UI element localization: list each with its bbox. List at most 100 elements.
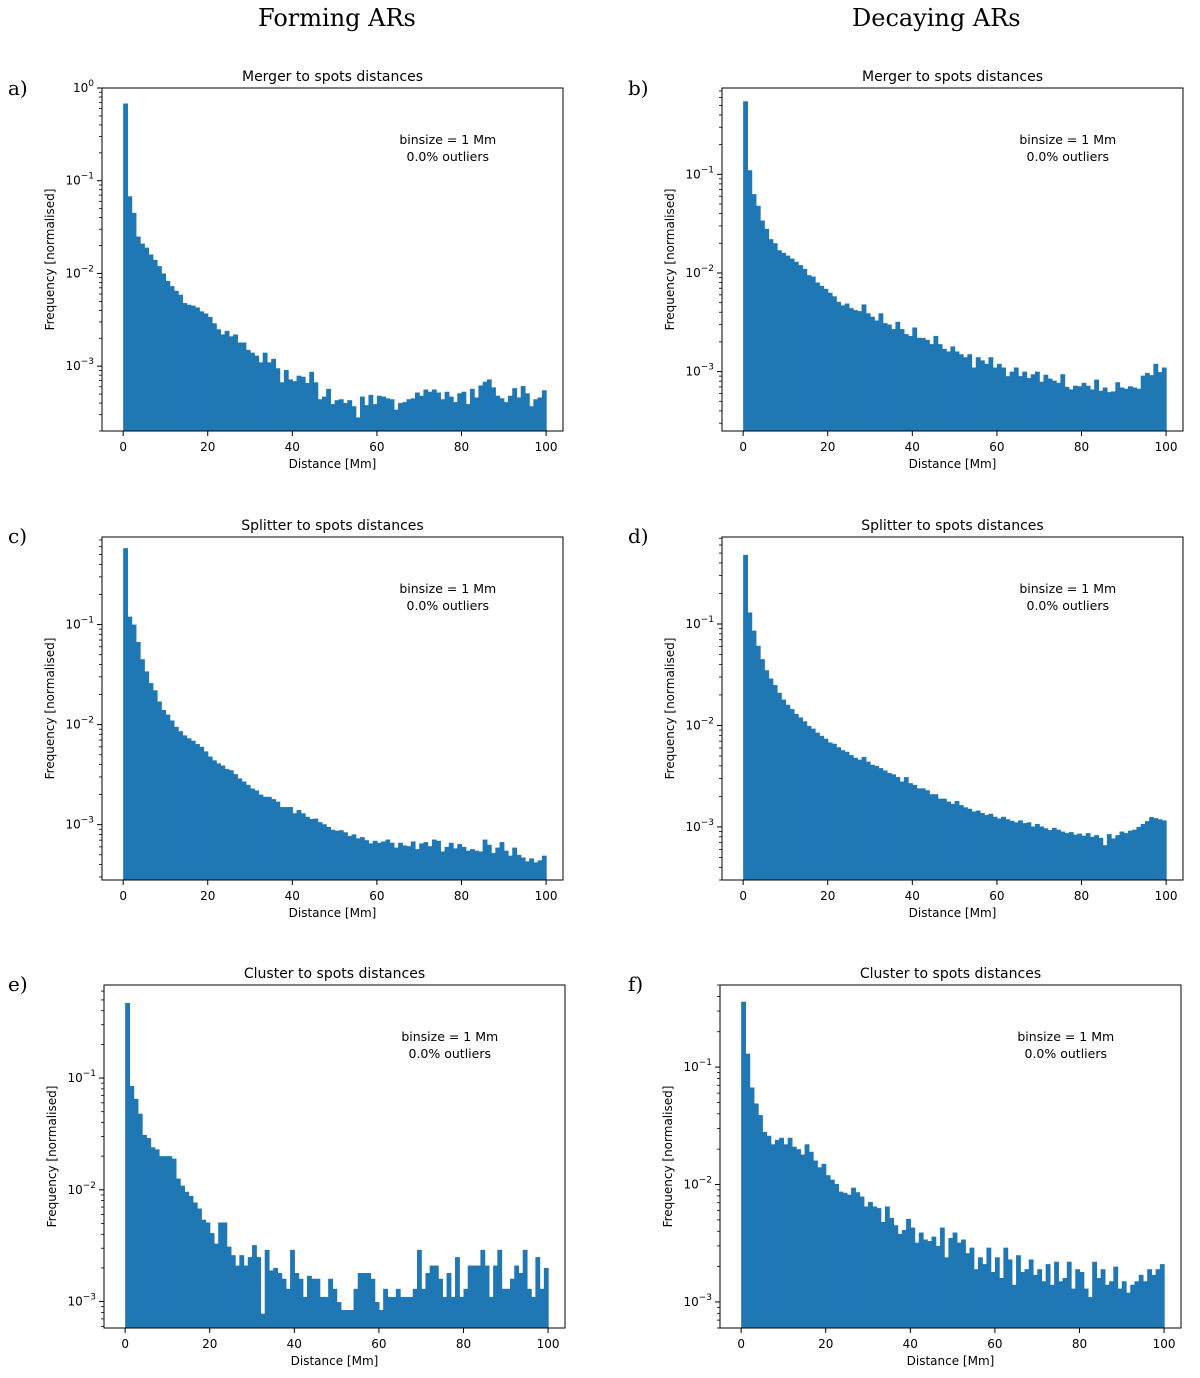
histogram-bar (182, 735, 188, 880)
histogram-bar (941, 798, 947, 880)
histogram-bar (1126, 1292, 1131, 1328)
histogram-bar (368, 394, 374, 431)
histogram-bar (541, 390, 547, 431)
x-tick-label: 20 (200, 889, 215, 903)
histogram-bar (1058, 1281, 1064, 1328)
y-tick-label: 10−3 (685, 363, 714, 379)
x-tick-label: 60 (989, 440, 1004, 454)
x-tick-label: 60 (369, 889, 384, 903)
y-tick-base: 10 (73, 81, 88, 95)
histogram-bar (958, 354, 964, 431)
histogram-bar (125, 1002, 130, 1328)
histogram-bar (741, 1001, 746, 1328)
y-tick-label: 10−3 (683, 1293, 712, 1309)
histogram-bar (245, 349, 251, 431)
histogram-bar (1007, 1259, 1013, 1328)
histogram-bar (131, 212, 137, 431)
histogram-bar (484, 1265, 490, 1328)
y-tick-exponent: −1 (699, 1058, 712, 1068)
histogram-bar (882, 770, 888, 880)
histogram-bar (1087, 1297, 1093, 1328)
x-tick-label: 80 (454, 889, 469, 903)
histogram-bar (245, 784, 251, 880)
histogram-bar (1009, 820, 1015, 880)
y-axis-label: Frequency [normalised] (663, 638, 677, 780)
histogram-bar (829, 1179, 835, 1328)
y-tick-exponent: −1 (81, 172, 94, 182)
histogram-bar (840, 750, 846, 880)
histogram-bar (1130, 1284, 1136, 1328)
histogram-bar (1102, 387, 1108, 431)
histogram-bar (1104, 1284, 1110, 1328)
histogram-bar (404, 1296, 410, 1328)
histogram-bar (806, 725, 812, 880)
x-tick-label: 80 (454, 440, 469, 454)
histogram-bar (410, 398, 416, 431)
histogram-bar (321, 396, 327, 431)
histogram-bar (222, 1222, 228, 1328)
histogram-bar (285, 1288, 291, 1328)
histogram-bar (199, 746, 205, 880)
x-tick-label: 60 (371, 1337, 386, 1351)
histogram-bar (834, 1184, 840, 1328)
histogram-bar (421, 1288, 427, 1328)
histogram-bar (853, 757, 858, 880)
histogram-bar (233, 334, 238, 431)
histogram-bar (486, 844, 492, 880)
histogram-bar (933, 335, 939, 431)
x-tick-label: 20 (200, 440, 215, 454)
panel-label-b: b) (628, 76, 649, 100)
histogram-bar (817, 1167, 823, 1328)
histogram-bar (774, 1139, 780, 1328)
annotation-line: binsize = 1 Mm (1019, 581, 1116, 596)
histogram-bar (529, 858, 534, 880)
chart-title: Cluster to spots distances (244, 966, 425, 982)
x-tick-label: 0 (119, 889, 127, 903)
histogram-bar (469, 849, 475, 880)
histogram-bar (804, 1144, 810, 1328)
histogram-bar (271, 799, 276, 880)
histogram-bar (512, 847, 518, 880)
histogram-bar (876, 1208, 882, 1328)
histogram-bar (988, 357, 994, 431)
histogram-bar (444, 391, 450, 431)
histogram-bar (480, 1249, 486, 1328)
histogram-bar (182, 303, 188, 431)
histogram-bar (357, 1273, 363, 1328)
histogram-bar (165, 280, 171, 431)
histogram-bar (148, 683, 154, 880)
x-tick-label: 60 (987, 1337, 1002, 1351)
histogram-bar (1117, 1288, 1123, 1328)
y-tick-base: 10 (683, 1178, 698, 1192)
histogram-bar (526, 1288, 532, 1328)
histogram-bar (250, 788, 255, 880)
histogram-bar (781, 252, 787, 431)
histogram-bar (950, 346, 956, 431)
histogram-bar (1149, 375, 1154, 431)
histogram-bar (288, 807, 293, 880)
histogram-bar (300, 813, 306, 880)
histogram-bar (514, 1265, 520, 1328)
x-tick-label: 40 (903, 1337, 918, 1351)
x-tick-label: 100 (1155, 440, 1178, 454)
histogram-bar (419, 395, 425, 431)
histogram-bar (315, 1278, 321, 1328)
histogram-bar (855, 1192, 861, 1328)
histogram-bar (963, 357, 968, 431)
histogram-bar (165, 714, 171, 880)
histogram-bar (195, 744, 200, 880)
y-tick-exponent: −1 (701, 615, 714, 625)
histogram-bar (914, 1242, 920, 1328)
histogram-bar (355, 417, 361, 431)
x-tick-label: 80 (1074, 440, 1089, 454)
histogram-bar (1149, 817, 1154, 880)
histogram-bar (882, 323, 888, 431)
histogram-bar (203, 751, 209, 880)
y-tick-base: 10 (65, 718, 80, 732)
histogram-bar (510, 1278, 515, 1328)
histogram-bar (937, 798, 943, 880)
histogram-bar (461, 391, 467, 431)
